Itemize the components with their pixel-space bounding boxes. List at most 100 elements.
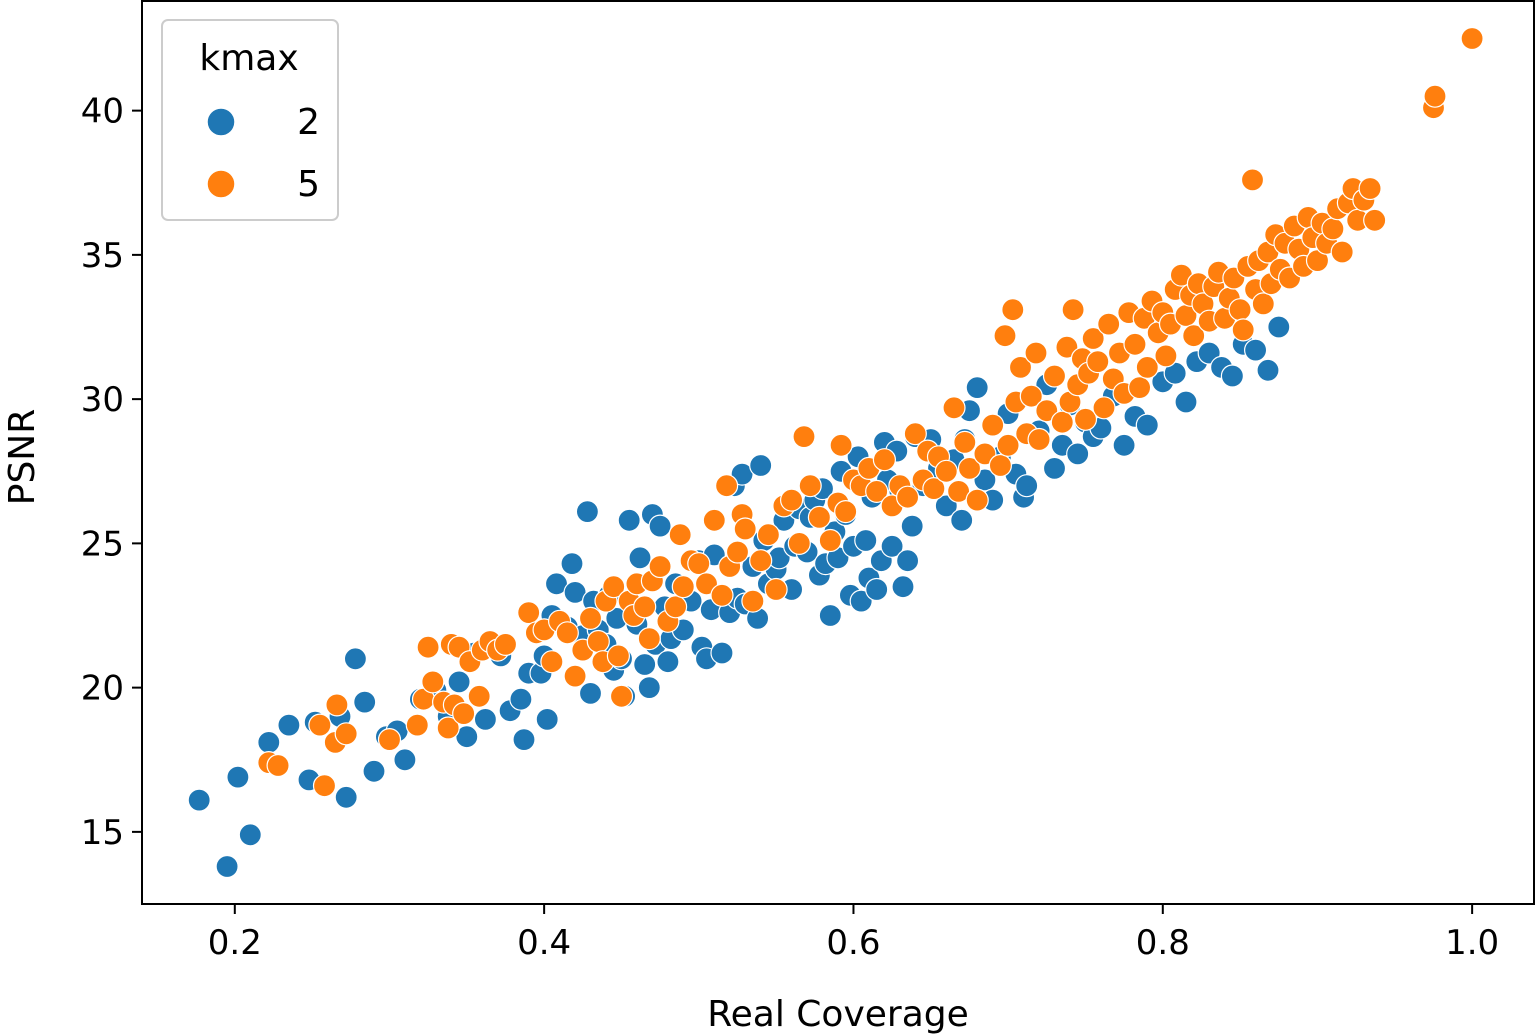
data-point-kmax-5 (1073, 407, 1098, 431)
data-point-kmax-5 (1127, 376, 1152, 400)
data-point-kmax-5 (1135, 355, 1159, 379)
data-point-kmax-2 (648, 514, 672, 538)
data-point-kmax-5 (578, 606, 603, 631)
data-point-kmax-5 (1027, 427, 1051, 452)
data-point-kmax-2 (1220, 364, 1245, 388)
data-point-kmax-5 (1231, 318, 1255, 342)
data-point-kmax-5 (668, 523, 692, 547)
data-point-kmax-5 (517, 600, 541, 625)
data-point-kmax-2 (575, 500, 600, 524)
legend-box (161, 19, 339, 221)
data-point-kmax-5 (756, 523, 781, 547)
data-point-kmax-2 (257, 730, 281, 755)
data-point-kmax-5 (957, 456, 982, 480)
x-axis: 0.2 0.4 0.6 0.8 1.0 (208, 904, 1499, 963)
data-point-kmax-5 (981, 413, 1005, 437)
x-tick-label: 0.2 (208, 923, 262, 963)
data-point-kmax-5 (764, 577, 788, 602)
data-point-kmax-5 (1358, 176, 1382, 201)
data-point-kmax-5 (903, 422, 927, 446)
legend-label-5: 5 (297, 164, 320, 205)
data-point-kmax-2 (637, 675, 661, 700)
data-point-kmax-5 (606, 644, 631, 668)
data-point-kmax-5 (602, 575, 626, 599)
data-point-kmax-2 (1174, 390, 1198, 414)
data-point-kmax-2 (950, 508, 974, 532)
data-point-kmax-2 (187, 788, 211, 812)
x-tick-label: 1.0 (1445, 923, 1499, 963)
data-point-kmax-5 (872, 448, 897, 472)
data-point-kmax-5 (1423, 84, 1447, 108)
data-point-kmax-5 (973, 442, 997, 466)
data-point-kmax-5 (609, 684, 634, 708)
data-point-kmax-2 (891, 575, 915, 599)
data-point-kmax-5 (895, 485, 920, 509)
y-tick-label: 35 (81, 236, 124, 276)
data-point-kmax-5 (694, 572, 719, 596)
data-point-kmax-5 (749, 549, 773, 573)
data-point-kmax-2 (238, 823, 262, 847)
data-point-kmax-5 (965, 488, 989, 512)
data-point-kmax-5 (1055, 335, 1079, 359)
data-point-kmax-5 (325, 693, 349, 717)
data-point-kmax-5 (807, 505, 832, 530)
y-tick-label: 25 (81, 524, 124, 564)
data-point-kmax-5 (421, 670, 445, 694)
data-point-kmax-2 (849, 589, 873, 613)
data-point-kmax-5 (555, 621, 579, 645)
data-point-kmax-2 (473, 707, 497, 732)
data-point-kmax-5 (1086, 350, 1110, 374)
y-tick-label: 20 (81, 669, 124, 709)
x-tick-label: 0.6 (826, 923, 880, 963)
data-point-kmax-2 (865, 577, 889, 602)
data-point-kmax-5 (798, 474, 822, 498)
data-point-kmax-2 (749, 453, 773, 478)
data-point-kmax-5 (586, 629, 610, 654)
data-point-kmax-5 (671, 575, 695, 599)
data-point-kmax-5 (829, 433, 853, 457)
legend-marker-5 (206, 169, 236, 199)
data-point-kmax-5 (637, 626, 661, 651)
data-point-kmax-5 (865, 479, 889, 503)
data-point-kmax-5 (266, 753, 290, 778)
y-tick-label: 15 (81, 813, 124, 853)
data-point-kmax-5 (942, 396, 966, 420)
data-point-kmax-5 (1050, 410, 1074, 434)
data-point-kmax-2 (854, 528, 878, 553)
data-point-kmax-2 (215, 854, 239, 879)
data-point-kmax-5 (1363, 208, 1387, 232)
data-point-kmax-5 (1008, 355, 1033, 379)
data-point-kmax-5 (1001, 298, 1025, 322)
data-point-kmax-2 (362, 759, 386, 783)
data-point-kmax-2 (560, 551, 584, 576)
data-point-kmax-2 (895, 549, 920, 573)
data-point-kmax-2 (1112, 433, 1136, 457)
data-point-kmax-2 (1243, 338, 1268, 362)
data-point-kmax-5 (733, 517, 757, 541)
legend: kmax 2 5 (161, 19, 339, 221)
data-point-kmax-5 (934, 459, 958, 483)
data-point-kmax-5 (1460, 26, 1484, 51)
data-point-kmax-5 (493, 632, 518, 657)
data-point-kmax-5 (377, 727, 402, 752)
data-point-kmax-5 (953, 430, 977, 454)
data-point-kmax-5 (779, 488, 804, 512)
data-point-kmax-5 (467, 684, 491, 708)
data-point-kmax-5 (648, 554, 672, 579)
data-point-kmax-5 (818, 528, 842, 553)
data-point-kmax-5 (416, 635, 440, 659)
data-point-kmax-2 (226, 765, 250, 789)
data-point-kmax-5 (563, 664, 587, 688)
data-point-kmax-5 (540, 650, 564, 674)
data-point-kmax-2 (628, 546, 652, 570)
data-point-kmax-2 (512, 727, 536, 752)
data-point-kmax-5 (922, 477, 946, 501)
data-point-kmax-5 (741, 589, 765, 613)
y-axis: 15 20 25 30 35 40 (81, 92, 142, 853)
data-point-kmax-2 (1042, 456, 1067, 480)
data-point-kmax-5 (834, 500, 858, 524)
data-point-kmax-5 (1228, 298, 1252, 322)
data-point-kmax-5 (633, 595, 657, 619)
data-point-kmax-2 (334, 785, 358, 809)
